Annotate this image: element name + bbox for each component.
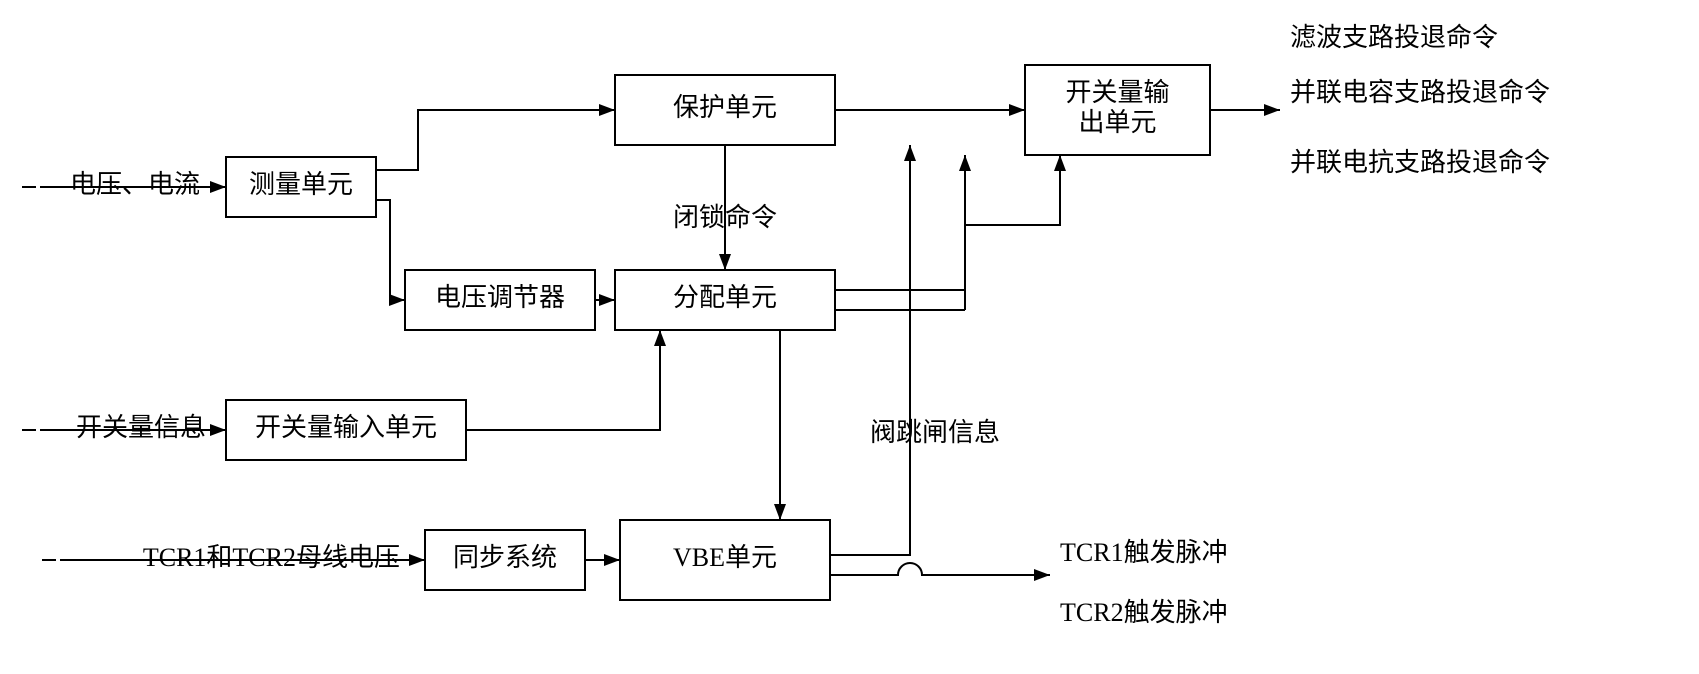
label-tcr2: TCR2触发脉冲 (1060, 598, 1228, 627)
block-diagram: 测量单元 保护单元 开关量输出单元电压调节器 分配单元开关量输入单元同步系统 VBE单元… (0, 0, 1699, 674)
vreg-label: 电压调节器 (435, 283, 565, 312)
measure-label: 测量单元 (249, 170, 353, 199)
label-valve: 阀跳闸信息 (870, 418, 1000, 447)
label-tcr1: TCR1触发脉冲 (1060, 538, 1228, 567)
label-out1: 滤波支路投退命令 (1290, 23, 1498, 52)
switchout-label-1: 出单元 (1078, 108, 1156, 137)
label-in_bus: TCR1和TCR2母线电压 (143, 543, 400, 572)
label-out2: 并联电容支路投退命令 (1290, 78, 1550, 107)
label-lock: 闭锁命令 (673, 203, 777, 232)
label-in_sw: 开关量信息 (76, 413, 206, 442)
vbe-label: VBE单元 (673, 543, 777, 572)
swin-label: 开关量输入单元 (255, 413, 437, 442)
switchout-label-0: 开关量输 (1065, 78, 1169, 107)
label-in_vc: 电压、电流 (70, 170, 200, 199)
dist-label: 分配单元 (673, 283, 777, 312)
label-out3: 并联电抗支路投退命令 (1290, 148, 1550, 177)
sync-label: 同步系统 (453, 543, 557, 572)
protect-label: 保护单元 (673, 93, 777, 122)
